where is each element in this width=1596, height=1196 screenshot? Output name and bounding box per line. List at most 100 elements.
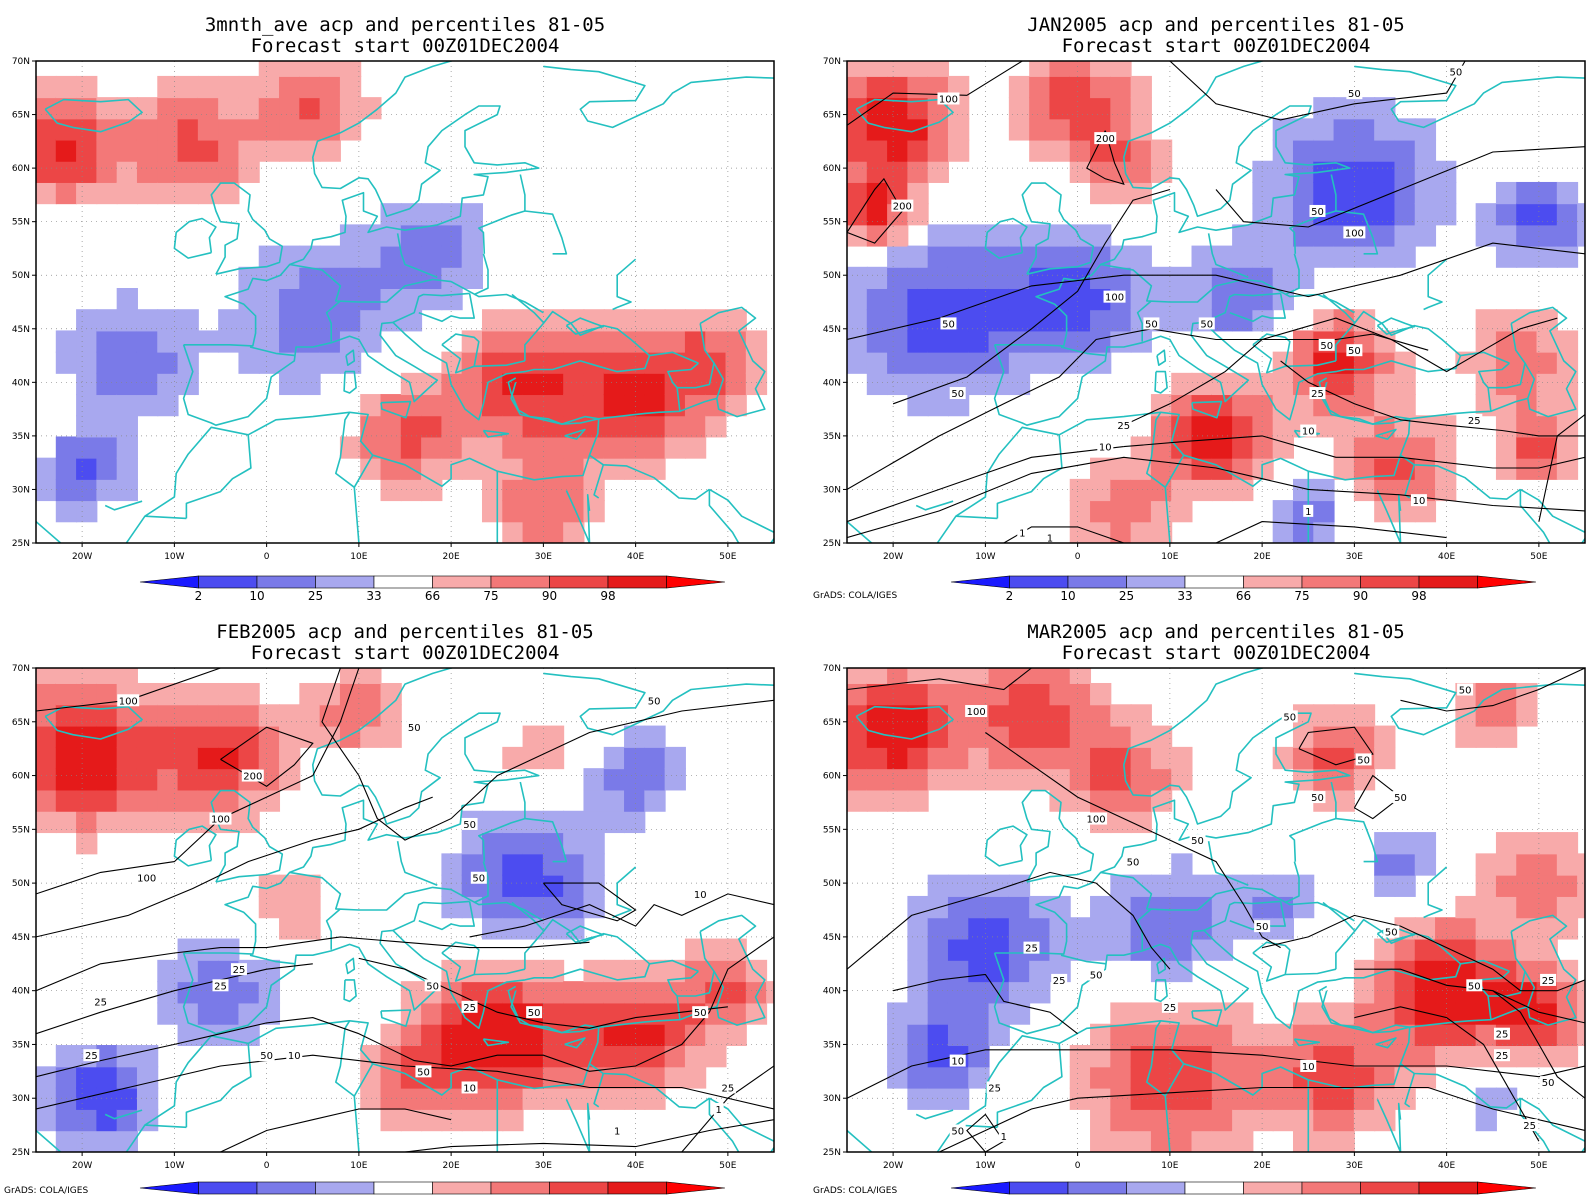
contour-label: 50 <box>1200 319 1213 330</box>
colorbar-label: 75 <box>1294 589 1309 603</box>
contour-label: 50 <box>1523 46 1536 57</box>
percentile-shading <box>847 61 1585 543</box>
contour-label: 200 <box>893 202 912 213</box>
colorbar-arrow-right <box>1477 1181 1537 1195</box>
precip-contours <box>36 668 774 1152</box>
panel-subtitle: Forecast start 00Z01DEC2004 <box>251 642 560 664</box>
colorbar-swatch <box>256 575 316 589</box>
colorbar-swatch <box>549 575 609 589</box>
lon-tick-label: 10W <box>975 552 995 562</box>
colorbar-swatch <box>490 575 550 589</box>
lat-tick-label: 30N <box>823 485 841 495</box>
percentile-shading <box>36 61 774 543</box>
lon-tick-label: 10W <box>975 1161 995 1171</box>
contour-label: 200 <box>1096 134 1115 145</box>
contour-label: 50 <box>426 981 439 992</box>
contour-label: 50 <box>1320 341 1333 352</box>
contour-label: 25 <box>1496 1030 1509 1041</box>
lon-tick-label: 30E <box>535 552 552 562</box>
colorbar-swatch <box>549 1181 609 1195</box>
lon-tick-label: 50E <box>1530 552 1547 562</box>
lon-tick-label: 20E <box>443 552 460 562</box>
lat-tick-label: 25N <box>12 1148 30 1158</box>
contour-label: 25 <box>94 997 107 1008</box>
lon-tick-label: 30E <box>1346 1161 1363 1171</box>
colorbar-label: 33 <box>366 589 381 603</box>
contour-label: 25 <box>1164 1003 1177 1014</box>
lat-tick-label: 25N <box>823 539 841 549</box>
lat-tick-label: 50N <box>12 879 30 889</box>
lat-tick-label: 35N <box>12 1040 30 1050</box>
colorbar-swatch <box>373 1181 433 1195</box>
contour-label: 25 <box>233 965 246 976</box>
contour-label: 100 <box>1105 293 1124 304</box>
contour-label: 50 <box>463 820 476 831</box>
colorbar-arrow-right <box>666 575 726 589</box>
percentile-shading <box>847 668 1585 1152</box>
contour-label: 50 <box>417 1067 430 1078</box>
contour-label: 50 <box>1468 981 1481 992</box>
colorbar-arrow-left <box>950 575 1010 589</box>
contour-labels: 100 200 50 50 50 100 100 50 25 25 50 25 25 50 50 50 50 25… <box>83 694 736 1137</box>
lat-tick-label: 45N <box>12 933 30 943</box>
contour-label: 10 <box>1302 427 1315 438</box>
contour-label: 50 <box>1145 319 1158 330</box>
lon-tick-label: 20W <box>72 1161 92 1171</box>
map-frame <box>846 60 1586 544</box>
contour-label: 1 <box>614 1126 620 1137</box>
contour-label: 50 <box>951 389 964 400</box>
contour-label: 1 <box>1001 1132 1007 1143</box>
contour-label: 100 <box>137 874 156 885</box>
lat-tick-label: 60N <box>823 164 841 174</box>
lon-tick-label: 20E <box>1254 552 1271 562</box>
lat-tick-label: 50N <box>823 271 841 281</box>
lon-tick-label: 0 <box>1075 1161 1081 1171</box>
colorbar-arrow-left <box>139 1181 199 1195</box>
colorbar-label: 75 <box>483 589 498 603</box>
colorbar-label: 10 <box>249 589 264 603</box>
colorbar-label: 10 <box>1060 589 1075 603</box>
lat-tick-label: 65N <box>823 718 841 728</box>
percentile-shading <box>36 668 774 1152</box>
contour-label: 50 <box>1090 971 1103 982</box>
lat-tick-label: 50N <box>823 879 841 889</box>
graticule <box>36 668 774 1152</box>
lon-tick-label: 50E <box>1530 1161 1547 1171</box>
panel-subtitle: Forecast start 00Z01DEC2004 <box>1062 642 1371 664</box>
colorbar-swatch <box>1418 1181 1478 1195</box>
contour-labels: 100 50 50 50 50 50 100 50 50 50 25 25 50 50 50 25 25 25 10… <box>949 683 1557 1143</box>
lat-tick-label: 45N <box>823 933 841 943</box>
graticule <box>847 61 1585 543</box>
lat-tick-label: 30N <box>12 1094 30 1104</box>
lon-tick-label: 10E <box>350 1161 367 1171</box>
colorbar-label: 25 <box>1119 589 1134 603</box>
colorbar-swatch <box>1301 575 1361 589</box>
panel-title: MAR2005 acp and percentiles 81-05 <box>1027 621 1405 643</box>
lat-tick-label: 70N <box>12 664 30 674</box>
map-axes: 70N 65N 60N 55N 50N 45N 40N 35N 30N 25N 20W 10W 0 10E… <box>12 57 737 562</box>
contour-label: 50 <box>1385 928 1398 939</box>
lon-tick-label: 30E <box>1346 552 1363 562</box>
lat-tick-label: 30N <box>823 1094 841 1104</box>
colorbar-swatch <box>315 575 375 589</box>
map-panel: 70N 65N 60N 55N 50N 45N 40N 35N 30N 25N 20W 10W 0 10E… <box>12 14 775 603</box>
lon-tick-label: 20W <box>883 1161 903 1171</box>
contour-label: 50 <box>1311 793 1324 804</box>
lon-tick-label: 20E <box>1254 1161 1271 1171</box>
colorbar-arrow-right <box>666 1181 726 1195</box>
lat-tick-label: 25N <box>12 539 30 549</box>
lat-tick-label: 30N <box>12 485 30 495</box>
colorbar-swatch <box>256 1181 316 1195</box>
contour-label: 50 <box>1459 686 1472 697</box>
contour-label: 50 <box>528 1008 541 1019</box>
lat-tick-label: 45N <box>823 325 841 335</box>
colorbar-swatch <box>1243 575 1303 589</box>
contour-label: 25 <box>1025 944 1038 955</box>
colorbar-swatch <box>1360 575 1420 589</box>
colorbar-swatch <box>1009 1181 1069 1195</box>
contour-label: 50 <box>942 319 955 330</box>
lat-tick-label: 50N <box>12 271 30 281</box>
